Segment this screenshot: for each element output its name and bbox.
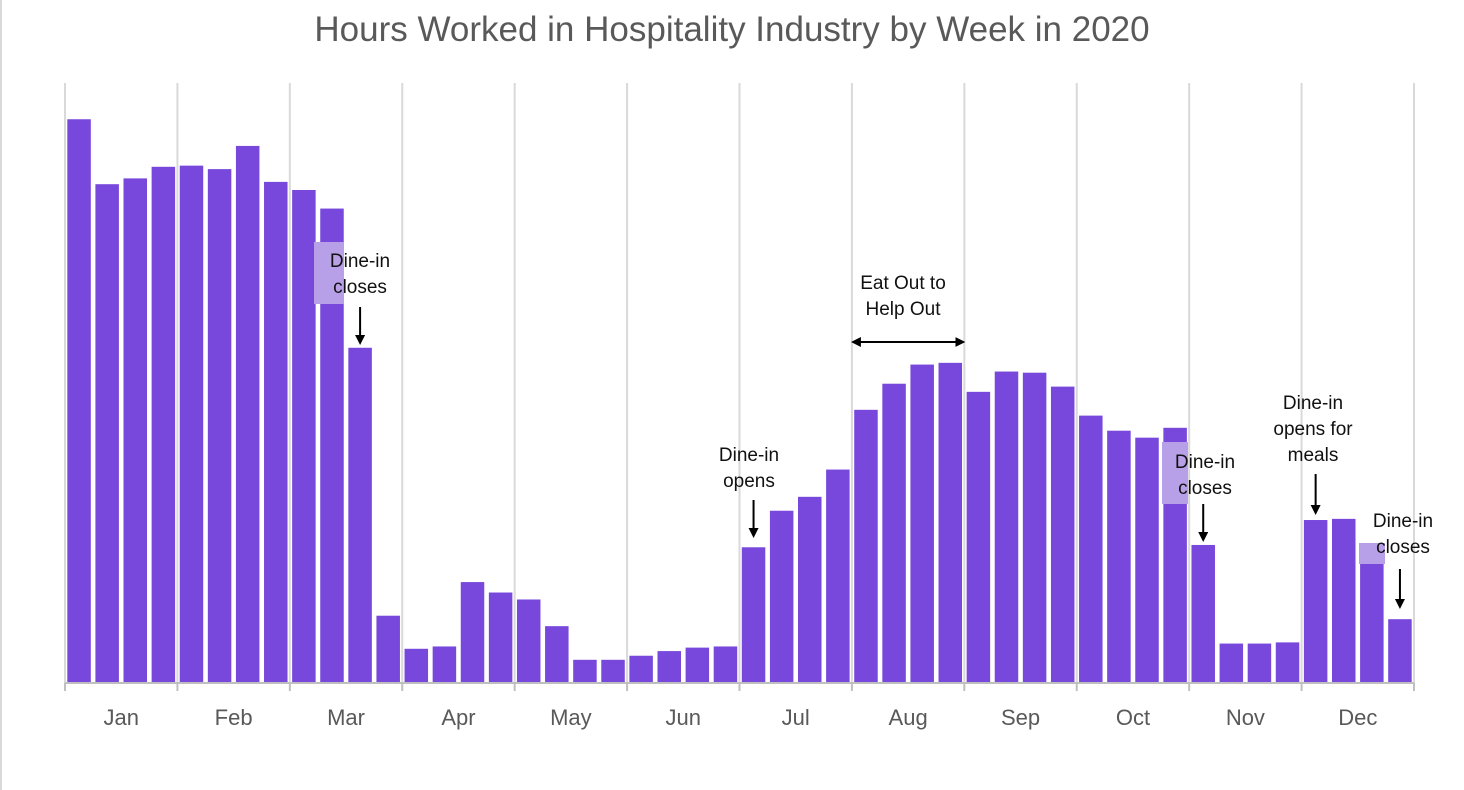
x-tick-label: Mar [327, 705, 365, 730]
annotation-label: Help Out [866, 299, 942, 320]
bar [769, 510, 794, 683]
bar [573, 659, 597, 683]
bar [910, 364, 934, 683]
bar [432, 646, 457, 683]
bar [629, 655, 653, 683]
annotation: Dine-in closes [1162, 442, 1235, 542]
annotation-label: Dine-in [1373, 511, 1433, 532]
bar [207, 169, 232, 683]
bar [1050, 386, 1075, 683]
x-tick-label: Jun [666, 705, 701, 730]
bar [348, 347, 372, 683]
annotation: Dine-in opens for meals [1273, 393, 1353, 515]
bar [179, 165, 204, 683]
annotations: Dine-in closes Dine-in opens Eat Out to Help … [314, 242, 1433, 609]
annotation-label: opens [723, 471, 775, 492]
x-tick-label: Sep [1001, 705, 1040, 730]
bar [882, 383, 906, 683]
bar [516, 599, 541, 683]
bar [67, 119, 91, 684]
bar [235, 145, 260, 684]
x-tick-label: Aug [889, 705, 928, 730]
bar [1303, 520, 1328, 683]
x-tick-label: Apr [441, 705, 475, 730]
bar [264, 181, 288, 683]
annotation-label: closes [1178, 478, 1232, 499]
annotation-label: Dine-in [1175, 452, 1235, 473]
bar [460, 582, 485, 683]
bar [1022, 372, 1047, 683]
bar [601, 659, 625, 683]
annotation: Dine-in opens [719, 445, 779, 538]
bar [1079, 415, 1103, 683]
x-tick-label: Oct [1116, 705, 1150, 730]
bar [1275, 642, 1300, 683]
annotation-label: Eat Out to [860, 273, 946, 294]
x-tick-label: Jan [103, 705, 138, 730]
gridlines [64, 83, 1415, 683]
x-tick-label: Feb [215, 705, 253, 730]
bar [1219, 643, 1244, 683]
bar [320, 208, 344, 683]
bar [123, 178, 148, 683]
annotation-label: meals [1288, 445, 1339, 466]
bar [994, 371, 1019, 683]
bar [938, 362, 963, 683]
bar [741, 547, 766, 683]
bar [685, 647, 710, 683]
bars [67, 119, 1412, 684]
x-tick-label: Jul [782, 705, 810, 730]
annotation-highlight [314, 242, 344, 304]
annotation-label: Dine-in [1283, 393, 1343, 414]
bar [376, 615, 400, 683]
annotation: Dine-in closes [1359, 511, 1433, 609]
annotation-label: closes [1376, 537, 1430, 558]
annotation-highlight [1162, 442, 1188, 504]
bar [95, 184, 119, 683]
bar [1135, 437, 1159, 683]
x-tick-label: Dec [1338, 705, 1377, 730]
bar [1331, 518, 1356, 683]
bar [854, 409, 878, 683]
chart-title: Hours Worked in Hospitality Industry by … [314, 10, 1150, 49]
bar [826, 469, 850, 683]
bar [1388, 619, 1412, 683]
x-tick-label: May [550, 705, 592, 730]
bar [404, 648, 429, 683]
bar [713, 646, 738, 683]
annotation-label: closes [333, 277, 387, 298]
bar [798, 496, 822, 683]
bar [545, 626, 569, 683]
bar [151, 166, 176, 684]
annotation: Dine-in closes [314, 242, 390, 345]
annotation-highlight [1359, 543, 1385, 564]
annotation: Eat Out to Help Out [850, 273, 966, 347]
annotation-label: Dine-in [719, 445, 779, 466]
bar [1107, 430, 1131, 683]
bar [966, 391, 991, 683]
bar [1360, 544, 1384, 683]
bar [292, 190, 316, 683]
annotation-label: opens for [1273, 419, 1353, 440]
bar [488, 592, 513, 683]
x-tick-label: Nov [1226, 705, 1265, 730]
annotation-label: Dine-in [330, 251, 390, 272]
bar [1191, 544, 1215, 683]
x-axis: Jan Feb Mar Apr May Jun Jul Aug Sep Oct Nov Dec [64, 682, 1415, 730]
bar [1247, 643, 1272, 683]
bar [657, 651, 681, 683]
